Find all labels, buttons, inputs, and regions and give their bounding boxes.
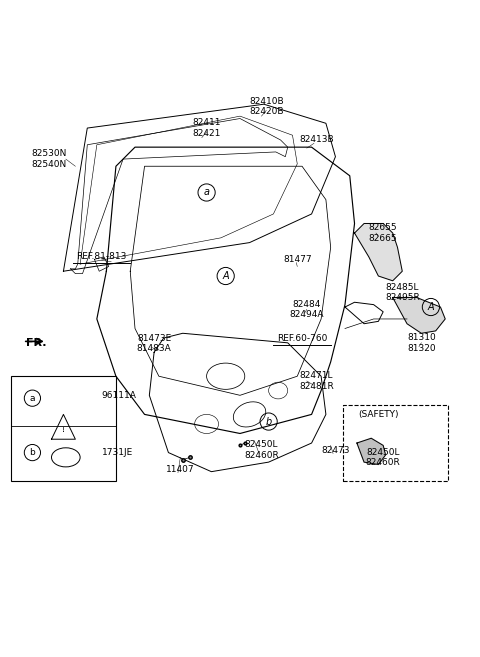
Text: REF.81-813: REF.81-813: [76, 252, 127, 261]
Text: 82413B: 82413B: [299, 135, 334, 145]
Text: 96111A: 96111A: [102, 391, 136, 400]
Text: (SAFETY): (SAFETY): [358, 410, 399, 419]
Text: 82471L
82481R: 82471L 82481R: [299, 371, 334, 391]
Polygon shape: [360, 431, 390, 457]
Text: 81310
81320: 81310 81320: [407, 333, 436, 353]
Text: b: b: [30, 448, 36, 457]
Polygon shape: [357, 438, 385, 464]
Polygon shape: [355, 223, 402, 281]
Text: a: a: [204, 187, 210, 198]
Text: FR.: FR.: [26, 338, 47, 348]
Text: REF.60-760: REF.60-760: [277, 334, 327, 344]
Text: !: !: [62, 428, 65, 434]
Text: 82450L
82460R: 82450L 82460R: [244, 440, 279, 460]
Text: 82410B
82420B: 82410B 82420B: [249, 97, 284, 116]
Text: A: A: [428, 302, 434, 312]
Text: 82484
82494A: 82484 82494A: [289, 300, 324, 319]
FancyBboxPatch shape: [11, 376, 116, 481]
Text: 82473: 82473: [321, 445, 350, 455]
Text: 82485L
82495R: 82485L 82495R: [385, 283, 420, 302]
Text: a: a: [30, 394, 35, 403]
Text: b: b: [265, 417, 272, 426]
Text: A: A: [222, 271, 229, 281]
Text: 1731JE: 1731JE: [102, 448, 133, 457]
Text: ·: ·: [62, 427, 65, 438]
Text: 11407: 11407: [166, 464, 195, 474]
Text: 82411
82421: 82411 82421: [192, 118, 221, 138]
Text: 82655
82665: 82655 82665: [369, 223, 397, 242]
Text: 82530N
82540N: 82530N 82540N: [31, 149, 67, 169]
Text: 81473E
81483A: 81473E 81483A: [137, 334, 171, 353]
Polygon shape: [393, 298, 445, 333]
FancyBboxPatch shape: [343, 405, 447, 481]
Text: 82450L
82460R: 82450L 82460R: [366, 447, 400, 467]
Text: 81477: 81477: [283, 255, 312, 264]
